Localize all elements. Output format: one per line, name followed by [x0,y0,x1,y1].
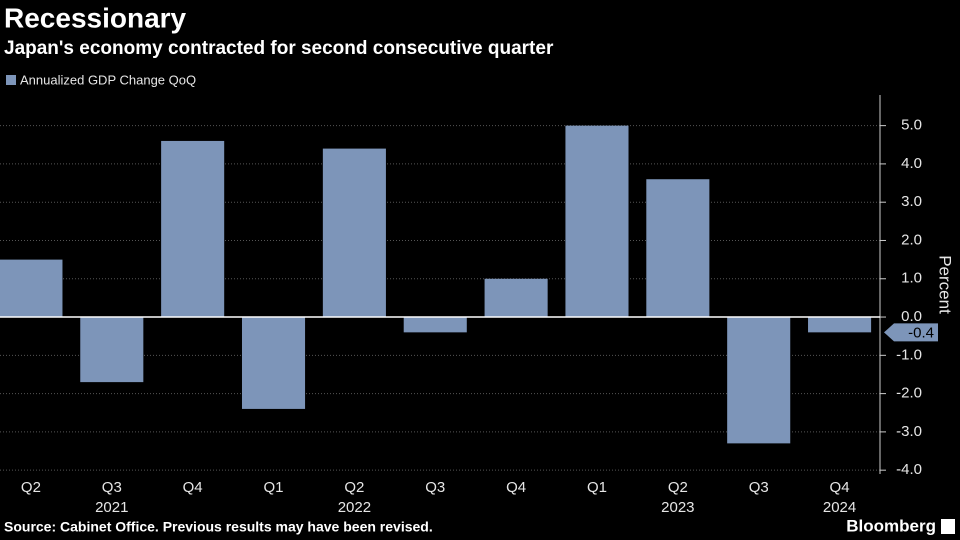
y-tick-label: -1.0 [896,346,922,363]
x-tick-label: Q3 [102,479,122,496]
year-label: 2024 [823,499,856,516]
legend-swatch [6,75,16,85]
value-label-box [884,323,938,342]
value-label: -0.4 [908,324,934,341]
x-tick-label: Q2 [668,479,688,496]
y-tick-label: 4.0 [901,155,922,172]
y-tick-label: 1.0 [901,270,922,287]
year-label: 2022 [338,499,371,516]
x-tick-label: Q3 [425,479,445,496]
bar [241,317,306,409]
bar [565,125,629,318]
x-tick-label: Q4 [183,479,203,496]
x-tick-label: Q3 [749,479,769,496]
x-tick-label: Q2 [344,479,364,496]
y-tick-label: -4.0 [896,461,922,478]
y-tick-label: 0.0 [901,308,922,325]
bar [484,278,548,318]
bar [403,317,467,333]
chart-title: Recessionary [4,2,187,33]
y-tick-label: -3.0 [896,423,922,440]
y-tick-label: 5.0 [901,117,922,134]
x-tick-label: Q2 [21,479,41,496]
y-axis-label: Percent [936,255,955,314]
brand-icon [941,519,955,534]
x-tick-label: Q1 [587,479,607,496]
bar [808,317,872,333]
bar [80,317,144,383]
y-tick-label: -2.0 [896,385,922,402]
year-label: 2021 [95,499,128,516]
y-tick-label: 3.0 [901,193,922,210]
x-tick-label: Q4 [830,479,850,496]
bar [322,148,386,318]
brand: Bloomberg [846,516,936,535]
x-tick-label: Q4 [506,479,526,496]
bar [0,259,63,318]
bar [727,317,791,444]
y-tick-label: 2.0 [901,231,922,248]
year-label: 2023 [661,499,694,516]
bar [646,179,710,318]
source-note: Source: Cabinet Office. Previous results… [4,519,433,535]
bar [161,140,225,318]
legend-label: Annualized GDP Change QoQ [20,72,196,87]
chart-subtitle: Japan's economy contracted for second co… [4,38,554,59]
x-tick-label: Q1 [264,479,284,496]
